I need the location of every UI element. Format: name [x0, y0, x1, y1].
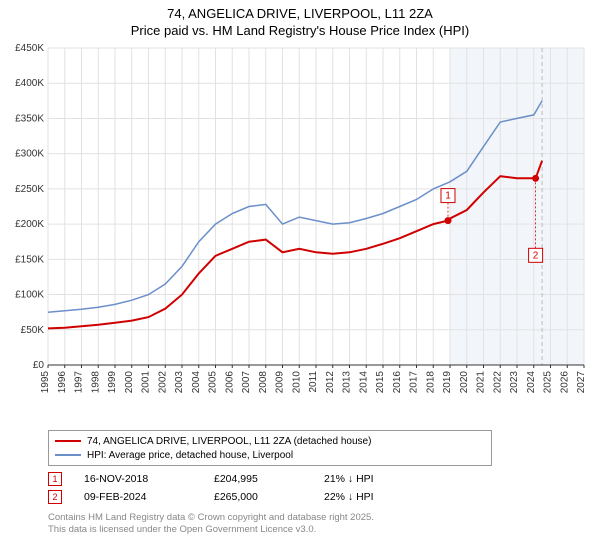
sale-row: 2 09-FEB-2024£265,00022% ↓ HPI	[48, 488, 434, 506]
x-tick-label: 1995	[40, 371, 51, 394]
x-tick-label: 2003	[174, 371, 185, 394]
x-tick-label: 2020	[459, 371, 470, 394]
x-tick-label: 2015	[375, 371, 386, 394]
legend-row: 74, ANGELICA DRIVE, LIVERPOOL, L11 2ZA (…	[55, 434, 485, 448]
x-tick-label: 2006	[224, 371, 235, 394]
x-tick-label: 2008	[258, 371, 269, 394]
y-tick-label: £100K	[15, 290, 44, 301]
y-tick-label: £200K	[15, 219, 44, 230]
sale-row-price: £265,000	[214, 491, 324, 503]
sale-row-date: 09-FEB-2024	[84, 491, 214, 503]
x-tick-label: 2000	[124, 371, 135, 394]
y-tick-label: £450K	[15, 43, 44, 54]
legend-row: HPI: Average price, detached house, Live…	[55, 448, 485, 462]
x-tick-label: 2017	[409, 371, 420, 394]
sale-row-marker: 1	[48, 472, 62, 486]
x-tick-label: 2022	[492, 371, 503, 394]
x-tick-label: 2001	[141, 371, 152, 394]
x-tick-label: 2007	[241, 371, 252, 394]
x-tick-label: 2023	[509, 371, 520, 394]
chart-container: 74, ANGELICA DRIVE, LIVERPOOL, L11 2ZA P…	[0, 0, 600, 560]
x-tick-label: 2016	[392, 371, 403, 394]
x-tick-label: 2018	[425, 371, 436, 394]
x-tick-label: 2014	[358, 371, 369, 394]
x-tick-label: 2012	[325, 371, 336, 394]
price-chart: £0£50K£100K£150K£200K£250K£300K£350K£400…	[48, 48, 584, 393]
title-block: 74, ANGELICA DRIVE, LIVERPOOL, L11 2ZA P…	[0, 0, 600, 38]
y-tick-label: £350K	[15, 113, 44, 124]
x-tick-label: 1996	[57, 371, 68, 394]
sale-row-pct: 21% ↓ HPI	[324, 473, 434, 485]
y-tick-label: £300K	[15, 149, 44, 160]
legend-swatch	[55, 454, 81, 456]
x-tick-label: 2026	[559, 371, 570, 394]
footer-line1: Contains HM Land Registry data © Crown c…	[48, 512, 374, 524]
x-tick-label: 2005	[208, 371, 219, 394]
x-tick-label: 2021	[476, 371, 487, 394]
x-tick-label: 2010	[291, 371, 302, 394]
legend: 74, ANGELICA DRIVE, LIVERPOOL, L11 2ZA (…	[48, 430, 492, 466]
sale-row-marker: 2	[48, 490, 62, 504]
sale-row: 1 16-NOV-2018£204,99521% ↓ HPI	[48, 470, 434, 488]
footer-line2: This data is licensed under the Open Gov…	[48, 524, 374, 536]
x-tick-label: 2019	[442, 371, 453, 394]
y-tick-label: £150K	[15, 254, 44, 265]
x-tick-label: 2004	[191, 371, 202, 394]
sale-row-pct: 22% ↓ HPI	[324, 491, 434, 503]
x-tick-label: 1998	[90, 371, 101, 394]
x-tick-label: 2002	[157, 371, 168, 394]
x-tick-label: 2009	[275, 371, 286, 394]
sale-label-2: 2	[533, 250, 539, 261]
sale-label-1: 1	[445, 191, 451, 202]
title-address: 74, ANGELICA DRIVE, LIVERPOOL, L11 2ZA	[0, 6, 600, 21]
legend-swatch	[55, 440, 81, 442]
y-tick-label: £250K	[15, 184, 44, 195]
sales-table: 1 16-NOV-2018£204,99521% ↓ HPI 2 09-FEB-202…	[48, 470, 434, 506]
legend-label: 74, ANGELICA DRIVE, LIVERPOOL, L11 2ZA (…	[87, 436, 371, 447]
x-tick-label: 2024	[526, 371, 537, 394]
y-tick-label: £50K	[21, 325, 45, 336]
x-tick-label: 2013	[342, 371, 353, 394]
x-tick-label: 1999	[107, 371, 118, 394]
x-tick-label: 1997	[74, 371, 85, 394]
footer-attribution: Contains HM Land Registry data © Crown c…	[48, 512, 374, 537]
y-tick-label: £400K	[15, 78, 44, 89]
title-subtitle: Price paid vs. HM Land Registry's House …	[0, 23, 600, 38]
x-tick-label: 2027	[576, 371, 587, 394]
x-tick-label: 2025	[543, 371, 554, 394]
y-tick-label: £0	[33, 360, 45, 371]
legend-label: HPI: Average price, detached house, Live…	[87, 450, 293, 461]
x-tick-label: 2011	[308, 371, 319, 393]
sale-row-price: £204,995	[214, 473, 324, 485]
sale-row-date: 16-NOV-2018	[84, 473, 214, 485]
